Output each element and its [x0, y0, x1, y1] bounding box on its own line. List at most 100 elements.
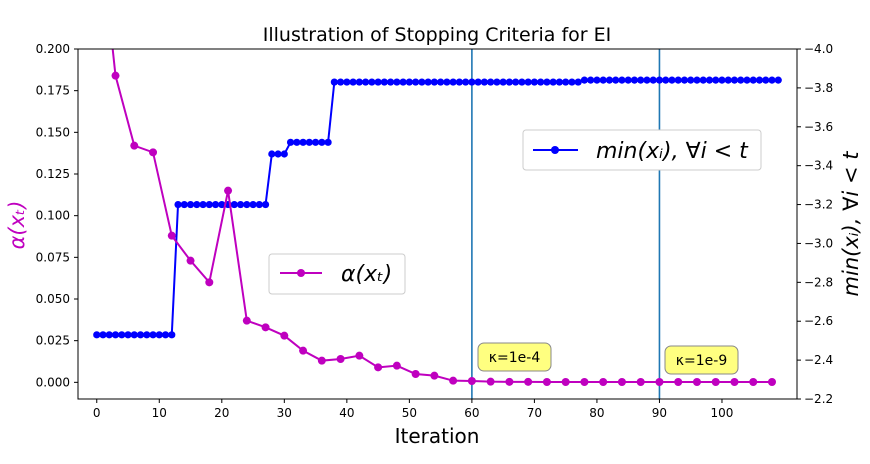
- minimum-point: [193, 200, 201, 209]
- minimum-point: [130, 331, 138, 339]
- minimum-point: [768, 76, 776, 84]
- minimum-point: [293, 138, 301, 146]
- acquisition-point: [317, 356, 326, 365]
- right-y-tick-label: −2.6: [804, 314, 833, 328]
- acquisition-point: [280, 331, 289, 340]
- acquisition-point: [261, 323, 270, 332]
- minimum-point: [449, 78, 457, 86]
- minimum-point: [518, 78, 526, 86]
- minimum-point: [693, 76, 701, 84]
- annotation-kappa-1e-9: κ=1e-9: [664, 345, 739, 375]
- minimum-point: [649, 76, 657, 84]
- minimum-point: [599, 76, 607, 84]
- acquisition-point: [205, 278, 214, 287]
- left-y-tick-label: 0.000: [36, 375, 70, 389]
- acquisition-point: [355, 351, 364, 360]
- minimum-point: [280, 150, 288, 158]
- minimum-point: [699, 76, 707, 84]
- minimum-point: [480, 78, 488, 86]
- minimum-point: [149, 331, 157, 339]
- right-y-axis-label: min(xᵢ), ∀i < t: [839, 151, 863, 297]
- minimum-point: [743, 76, 751, 84]
- minimum-point: [93, 331, 101, 339]
- minimum-point: [399, 78, 407, 86]
- minimum-point: [593, 76, 601, 84]
- minimum-point: [643, 76, 651, 84]
- acquisition-point: [392, 361, 401, 370]
- minimum-point: [387, 78, 395, 86]
- acquisition-point: [561, 378, 570, 386]
- series-minimum: [93, 76, 782, 339]
- x-axis-label: Iteration: [395, 424, 480, 448]
- acquisition-point: [542, 378, 551, 386]
- acquisition-point: [411, 370, 420, 378]
- minimum-point: [574, 78, 582, 86]
- x-tick-label: 90: [652, 406, 667, 420]
- minimum-point: [168, 331, 176, 339]
- minimum-point: [268, 150, 276, 158]
- minimum-point: [261, 200, 270, 209]
- x-tick-label: 20: [214, 406, 229, 420]
- chart-title: Illustration of Stopping Criteria for EI: [263, 24, 612, 46]
- acquisition-point: [467, 377, 476, 385]
- minimum-point: [562, 78, 570, 86]
- annotation-kappa-1e-9-text: κ=1e-9: [676, 353, 727, 369]
- x-tick-label: 100: [711, 406, 734, 420]
- left-y-tick-label: 0.125: [36, 167, 70, 181]
- acquisition-point: [711, 378, 720, 386]
- minimum-point: [674, 76, 682, 84]
- minimum-point: [199, 200, 207, 209]
- x-tick-label: 70: [527, 406, 542, 420]
- minimum-point: [362, 78, 370, 86]
- minimum-point: [668, 76, 676, 84]
- minimum-point: [612, 76, 620, 84]
- minimum-point: [618, 76, 626, 84]
- minimum-point: [336, 78, 345, 86]
- legend-acquisition-box: [268, 253, 406, 295]
- legend-minimum-marker: [551, 146, 559, 154]
- minimum-point: [468, 78, 476, 86]
- x-tick-label: 0: [93, 406, 101, 420]
- minimum-point: [286, 138, 295, 146]
- acquisition-point: [111, 71, 120, 80]
- minimum-point: [774, 76, 782, 84]
- minimum-point: [730, 76, 739, 84]
- minimum-point: [180, 200, 188, 209]
- minimum-point: [680, 76, 689, 84]
- left-y-tick-label: 0.100: [36, 209, 70, 223]
- minimum-point: [718, 76, 726, 84]
- right-y-tick-label: −4.0: [804, 42, 833, 56]
- minimum-point: [136, 331, 145, 339]
- minimum-point: [755, 76, 764, 84]
- acquisition-point: [374, 363, 383, 372]
- acquisition-point: [449, 376, 458, 385]
- series-acquisition-line: [111, 49, 772, 383]
- acquisition-point: [617, 378, 626, 386]
- minimum-point: [424, 78, 432, 86]
- acquisition-point: [167, 231, 176, 240]
- left-y-tick-label: 0.175: [36, 84, 70, 98]
- minimum-point: [687, 76, 695, 84]
- minimum-point: [418, 78, 426, 86]
- minimum-point: [462, 78, 470, 86]
- minimum-point: [330, 78, 338, 86]
- left-y-tick-label: 0.025: [36, 334, 70, 348]
- minimum-point: [443, 78, 451, 86]
- x-tick-label: 40: [339, 406, 354, 420]
- minimum-point: [211, 200, 220, 209]
- minimum-point: [474, 78, 482, 86]
- legend-minimum-box: [522, 129, 762, 171]
- minimum-point: [105, 331, 113, 339]
- minimum-point: [549, 78, 557, 86]
- minimum-point: [311, 138, 320, 146]
- minimum-point: [343, 78, 351, 86]
- right-y-tick-label: −2.4: [804, 353, 833, 367]
- minimum-point: [430, 78, 438, 86]
- minimum-point: [186, 200, 195, 209]
- minimum-point: [662, 76, 670, 84]
- acquisition-point: [599, 378, 608, 386]
- minimum-point: [605, 76, 614, 84]
- acquisition-point: [692, 378, 701, 386]
- minimum-point: [393, 78, 401, 86]
- acquisition-point: [655, 378, 664, 386]
